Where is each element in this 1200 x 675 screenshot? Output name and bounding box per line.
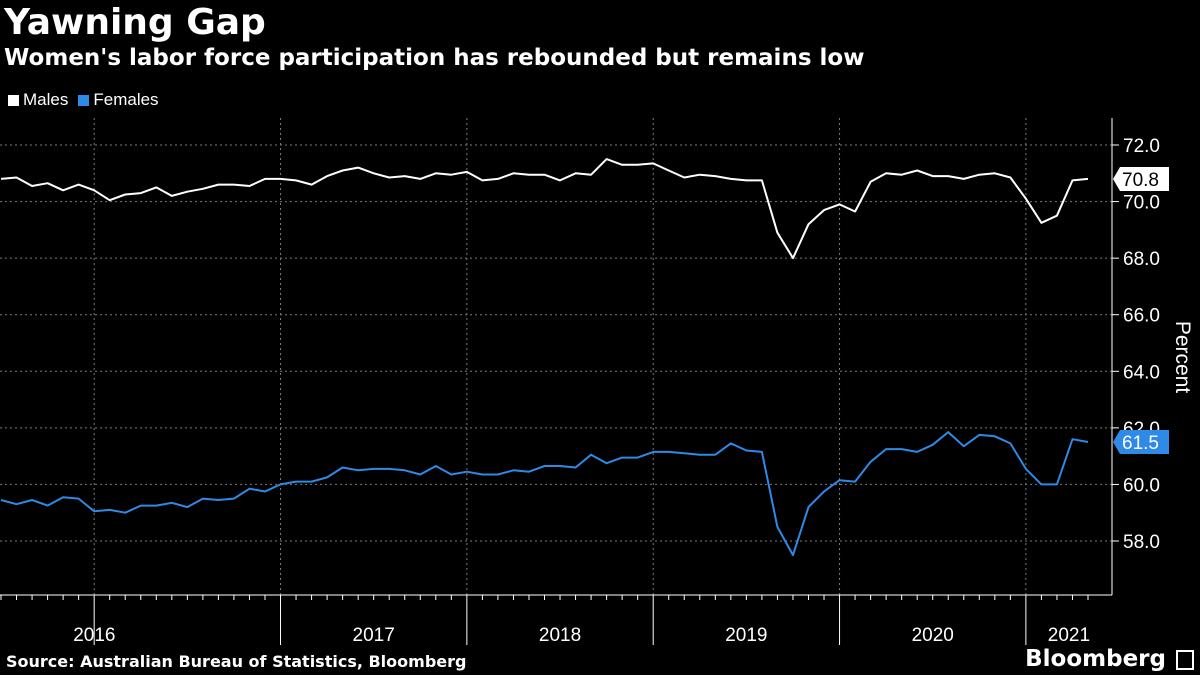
chart-subtitle: Women's labor force participation has re… [4,45,865,71]
last-value-tag-males: 70.8 [1113,166,1169,191]
legend-item-females: Females [78,90,159,110]
x-year-label: 2017 [353,625,395,646]
x-year-label: 2020 [912,625,954,646]
last-value-label: 70.8 [1122,170,1159,191]
gridlines [0,118,1112,595]
logo-mark-icon [1176,650,1194,670]
legend-swatch-females [78,94,90,106]
y-tick-label: 72.0 [1123,136,1160,157]
y-tick-label: 60.0 [1123,475,1160,496]
legend: Males Females [8,90,169,110]
y-tick-label: 66.0 [1123,306,1160,327]
y-tick-label: 68.0 [1123,249,1160,270]
legend-item-males: Males [8,90,68,110]
x-year-label: 2016 [73,625,115,646]
last-value-tag-females: 61.5 [1113,430,1169,454]
x-year-label: 2021 [1048,625,1090,646]
y-axis-title: Percent [1171,321,1194,394]
legend-swatch-males [8,94,19,106]
series [0,158,1089,557]
last-value-label: 61.5 [1122,433,1159,454]
x-year-label: 2018 [539,625,581,646]
last-value-tag-bg [1113,430,1169,454]
axes [0,118,1119,645]
chart-title: Yawning Gap [4,2,266,43]
last-value-tag-bg [1113,166,1169,191]
x-year-label: 2019 [725,625,767,646]
bloomberg-logo: Bloomberg [1025,646,1166,672]
legend-label-females: Females [93,90,159,109]
legend-label-males: Males [23,90,69,109]
source-note: Source: Australian Bureau of Statistics,… [6,652,467,671]
y-tick-label: 58.0 [1123,532,1160,553]
series-line-females [0,431,1089,557]
y-tick-label: 70.0 [1123,193,1160,214]
series-line-males [0,158,1089,260]
y-tick-label: 64.0 [1123,362,1160,383]
